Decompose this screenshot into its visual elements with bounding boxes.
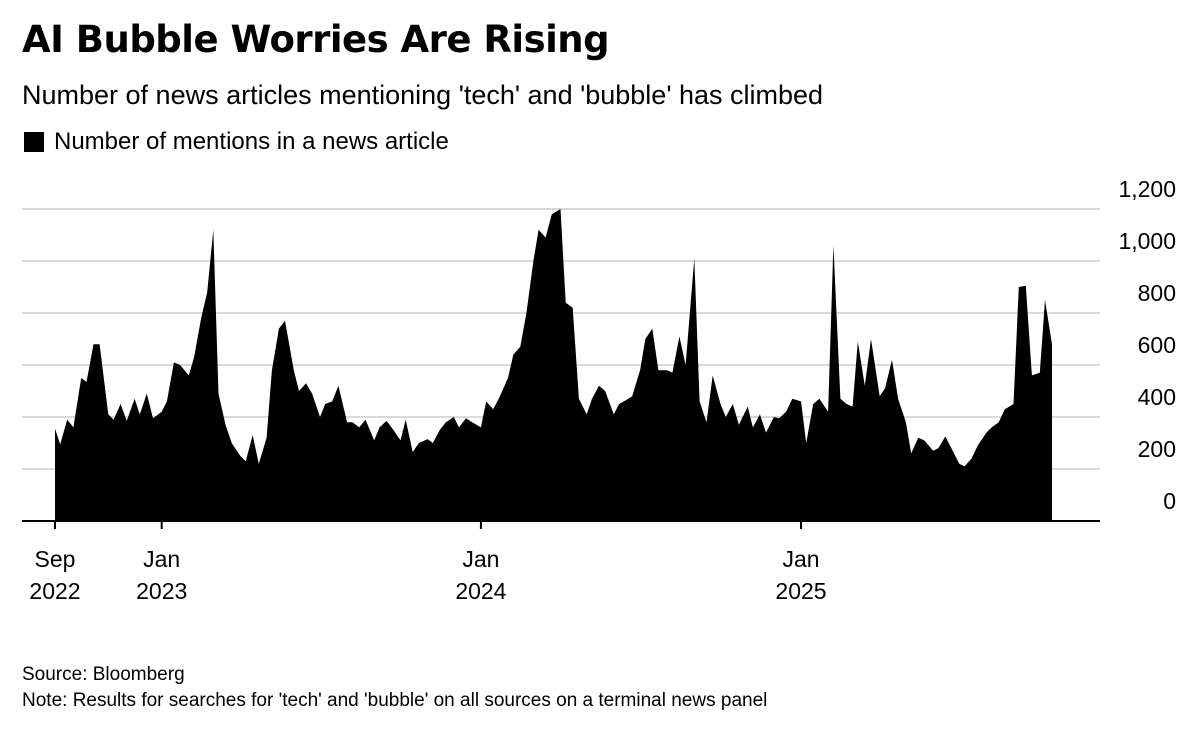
source-note: Source: Bloomberg xyxy=(22,664,185,685)
legend-label: Number of mentions in a news article xyxy=(54,128,449,155)
x-tick-label-month: Jan xyxy=(462,546,499,572)
y-tick-label: 200 xyxy=(1138,436,1176,462)
area-chart: 0 200 400 600 800 1,000 1,200 Sep 2022 Jan 2023 Jan… xyxy=(22,176,1176,604)
area-series-fill xyxy=(55,209,1052,521)
x-tick-label-month: Sep xyxy=(35,546,76,572)
y-tick-label: 800 xyxy=(1138,280,1176,306)
x-tick-label-month: Jan xyxy=(782,546,819,572)
x-tick-label-year: 2024 xyxy=(455,578,506,604)
chart-title: AI Bubble Worries Are Rising xyxy=(22,18,610,61)
area-series xyxy=(55,209,1052,521)
x-tick-label-year: 2023 xyxy=(136,578,187,604)
y-tick-label: 400 xyxy=(1138,384,1176,410)
x-tick-label-year: 2022 xyxy=(29,578,80,604)
y-tick-label: 0 xyxy=(1163,488,1176,514)
x-tick-label-year: 2025 xyxy=(775,578,826,604)
y-tick-label: 1,000 xyxy=(1118,228,1176,254)
legend: Number of mentions in a news article xyxy=(24,128,449,156)
y-tick-label: 1,200 xyxy=(1118,176,1176,202)
footnote: Note: Results for searches for 'tech' an… xyxy=(22,690,768,711)
y-tick-label: 600 xyxy=(1138,332,1176,358)
axes: 0 200 400 600 800 1,000 1,200 Sep 2022 Jan 2023 Jan… xyxy=(22,176,1176,604)
chart-subtitle: Number of news articles mentioning 'tech… xyxy=(22,80,824,110)
legend-swatch xyxy=(24,132,44,152)
x-tick-label-month: Jan xyxy=(143,546,180,572)
